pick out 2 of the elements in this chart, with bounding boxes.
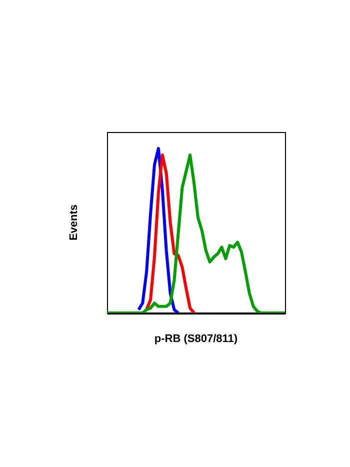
x-axis-title: p-RB (S807/811) bbox=[154, 333, 238, 345]
y-axis-title: Events bbox=[68, 204, 80, 241]
